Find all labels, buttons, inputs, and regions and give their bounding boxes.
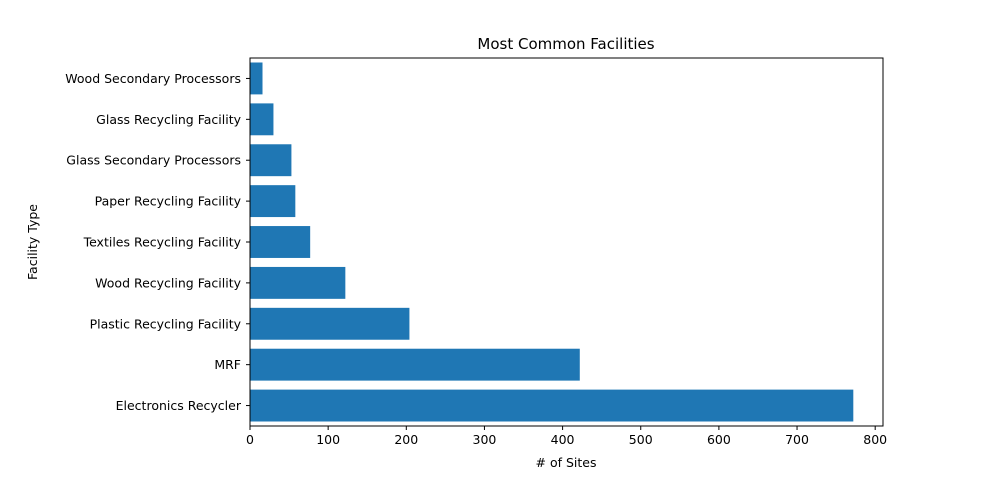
y-tick-label: MRF [214,357,241,372]
bar [250,389,854,422]
y-ticks-group: Electronics Recycler MRF Plastic Recycling… [65,71,250,413]
x-tick-label: 400 [551,432,575,447]
bar [250,144,292,177]
x-tick-label: 100 [316,432,340,447]
bar [250,348,580,381]
x-tick-label: 800 [863,432,887,447]
y-tick-label: Electronics Recycler [116,398,242,413]
y-tick-label: Wood Recycling Facility [95,275,241,290]
y-tick-label: Glass Secondary Processors [66,153,241,168]
x-tick-label: 700 [785,432,809,447]
x-tick-label: 600 [707,432,731,447]
bar [250,266,346,299]
bar [250,307,410,340]
plot-frame [249,57,884,427]
chart-title: Most Common Facilities [477,35,654,53]
x-tick-label: 0 [246,432,254,447]
y-tick-label: Plastic Recycling Facility [90,316,242,331]
y-tick-label: Wood Secondary Processors [65,71,241,86]
y-tick-label: Textiles Recycling Facility [83,235,242,250]
x-ticks-group: 0 100 200 300 400 500 600 700 800 [246,426,887,447]
x-tick-label: 200 [394,432,418,447]
y-axis-label: Facility Type [25,204,40,280]
bar [250,185,296,218]
bar [250,62,263,95]
x-axis-label: # of Sites [536,455,597,470]
y-tick-label: Paper Recycling Facility [95,194,242,209]
y-tick-label: Glass Recycling Facility [96,112,241,127]
bars-group [250,62,854,422]
x-tick-label: 500 [629,432,653,447]
bar [250,103,274,136]
x-tick-label: 300 [473,432,497,447]
bar [250,226,311,258]
